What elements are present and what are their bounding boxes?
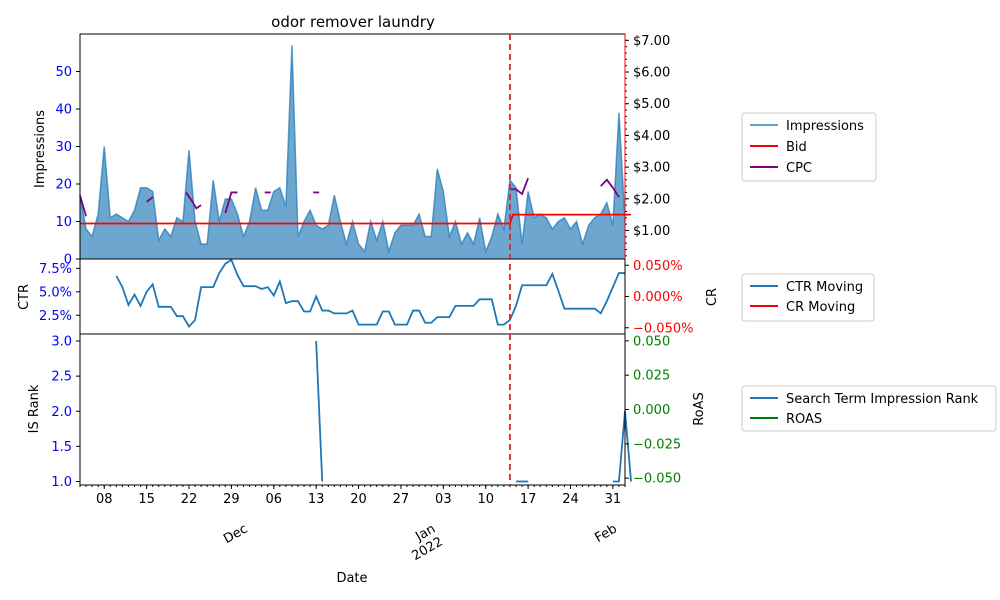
x-tick-label: 17 (520, 492, 537, 507)
x-month-label: Dec (221, 521, 250, 547)
cpc-line-segment (79, 195, 87, 217)
legend-mid: CTR Moving CR Moving (741, 273, 875, 322)
x-tick-label: 15 (138, 492, 155, 507)
y-tick-label-bid: $7.00 (633, 34, 670, 49)
cpc-line-segment (600, 178, 620, 198)
legend-label-is-rank: Search Term Impression Rank (786, 392, 979, 407)
y-axis-label-roas: RoAS (692, 392, 707, 426)
is-rank-panel-frame (79, 333, 626, 486)
x-month-label-line: Dec (221, 521, 250, 547)
y-tick-label-impressions: 50 (55, 65, 72, 80)
is-rank-panel: 1.0 1.5 2.0 2.5 3.0 −0.050 −0.025 0.000 0.025 0.0… (51, 333, 681, 490)
x-month-label-line: Feb (592, 521, 619, 546)
y-tick-label-is-rank: 1.0 (51, 475, 72, 490)
y-tick-label-impressions: 30 (55, 140, 72, 155)
y-axis-label-is-rank: IS Rank (27, 384, 42, 433)
y-tick-label-roas: 0.025 (633, 369, 670, 384)
y-tick-label-bid: $6.00 (633, 66, 670, 81)
legend-label-ctr-moving: CTR Moving (786, 280, 863, 295)
ctr-panel-frame (79, 258, 626, 335)
y-tick-label-is-rank: 3.0 (51, 335, 72, 350)
y-tick-label-impressions: 20 (55, 178, 72, 193)
ctr-moving-line (115, 258, 625, 329)
y-tick-label-roas: 0.050 (633, 334, 670, 349)
x-tick-label: 08 (96, 492, 113, 507)
x-tick-label: 20 (350, 492, 367, 507)
y-tick-label-bid: $2.00 (633, 192, 670, 207)
y-tick-label-roas: 0.000 (633, 403, 670, 418)
legend-top-frame (741, 112, 877, 182)
legend-label-bid: Bid (786, 140, 807, 155)
y-tick-label-cr: 0.000% (633, 290, 683, 305)
y-tick-label-ctr: 5.0% (39, 285, 72, 300)
cpc-line-segment (224, 191, 238, 214)
legend-label-roas: ROAS (786, 412, 822, 427)
y-tick-label-ctr: 2.5% (39, 309, 72, 324)
y-axis-label-impressions: Impressions (33, 110, 48, 188)
y-tick-label-impressions: 10 (55, 215, 72, 230)
legend-top: Impressions Bid CPC (741, 112, 877, 182)
x-axis-label: Date (336, 571, 367, 586)
impressions-area (80, 45, 625, 259)
y-tick-label-is-rank: 2.0 (51, 405, 72, 420)
y-tick-label-is-rank: 1.5 (51, 440, 72, 455)
is-rank-line-segment (315, 340, 324, 482)
x-tick-label: 06 (266, 492, 283, 507)
x-tick-label: 27 (393, 492, 410, 507)
bid-line (80, 213, 632, 225)
x-tick-label: 31 (605, 492, 622, 507)
y-tick-label-is-rank: 2.5 (51, 370, 72, 385)
is-rank-line-segment (612, 411, 632, 483)
x-tick-label: 22 (181, 492, 198, 507)
cpc-line-segment (185, 191, 202, 210)
y-tick-label-roas: −0.025 (633, 437, 681, 452)
x-tick-label: 24 (562, 492, 579, 507)
x-tick-label: 10 (477, 492, 494, 507)
y-axis-label-cr: CR (705, 288, 720, 306)
impressions-panel: 0 10 20 30 40 50 $1.00 $2.00 $3.00 $4.00 $5.00 $6.0… (55, 33, 670, 268)
legend-label-impressions: Impressions (786, 119, 864, 134)
y-tick-label-impressions: 40 (55, 103, 72, 118)
cpc-line-segment (146, 196, 154, 203)
legend-bot: Search Term Impression Rank ROAS (741, 385, 997, 432)
x-axis: 08 15 22 29 06 13 20 27 03 10 17 24 31 Dec Jan2022 Feb (79, 485, 626, 564)
x-month-label: Feb (592, 521, 619, 546)
y-tick-label-bid: $5.00 (633, 97, 670, 112)
legend-label-cr-moving: CR Moving (786, 300, 855, 315)
y-tick-label-bid: $1.00 (633, 224, 670, 239)
legend-bot-frame (741, 385, 997, 432)
cpc-line-segment (509, 177, 529, 196)
legend-label-cpc: CPC (786, 161, 812, 176)
impressions-line (79, 45, 626, 255)
y-tick-label-roas: −0.050 (633, 472, 681, 487)
y-tick-label-impressions: 0 (64, 253, 72, 268)
x-tick-label: 03 (435, 492, 452, 507)
x-tick-label: 13 (308, 492, 325, 507)
y-tick-label-bid: $3.00 (633, 161, 670, 176)
chart-title: odor remover laundry (271, 13, 435, 31)
y-tick-label-bid: $4.00 (633, 129, 670, 144)
y-axis-label-ctr: CTR (17, 284, 32, 310)
ctr-panel: 2.5% 5.0% 7.5% −0.050% 0.000% 0.050% (39, 258, 693, 336)
x-month-label: Jan2022 (402, 521, 446, 564)
y-tick-label-cr: 0.050% (633, 259, 683, 274)
y-tick-label-cr: −0.050% (633, 321, 693, 336)
x-tick-label: 29 (223, 492, 240, 507)
y-tick-label-ctr: 7.5% (39, 262, 72, 277)
